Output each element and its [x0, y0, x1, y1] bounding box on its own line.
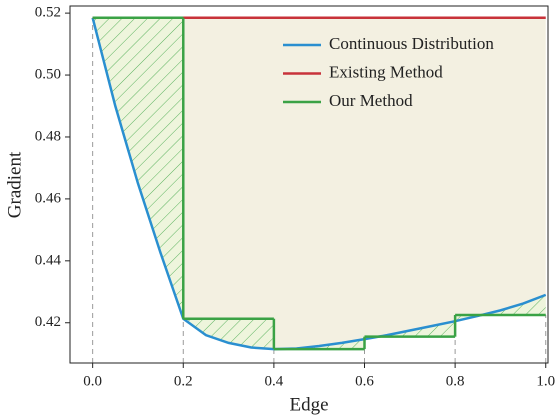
x-tick-label: 0.8: [446, 373, 465, 389]
gap-area: [92, 17, 546, 350]
x-tick-label: 0.6: [355, 373, 374, 389]
y-axis-label: Gradient: [4, 151, 25, 218]
y-tick-label: 0.42: [35, 314, 61, 330]
series-line: [91, 17, 547, 351]
x-tick-label: 0.4: [265, 373, 284, 389]
x-tick-label: 0.0: [83, 373, 102, 389]
legend-label: Continuous Distribution: [329, 34, 494, 53]
x-tick-label: 1.0: [536, 373, 555, 389]
y-tick-label: 0.50: [35, 66, 61, 82]
y-tick-label: 0.44: [35, 252, 62, 268]
legend-label: Our Method: [329, 91, 413, 110]
plot-frame: [69, 5, 549, 364]
y-tick-label: 0.46: [35, 190, 62, 206]
x-axis-label: Edge: [289, 394, 328, 415]
legend-label: Existing Method: [329, 62, 443, 81]
y-tick-label: 0.52: [35, 5, 61, 21]
y-tick-label: 0.48: [35, 128, 61, 144]
x-tick-label: 0.2: [174, 373, 193, 389]
